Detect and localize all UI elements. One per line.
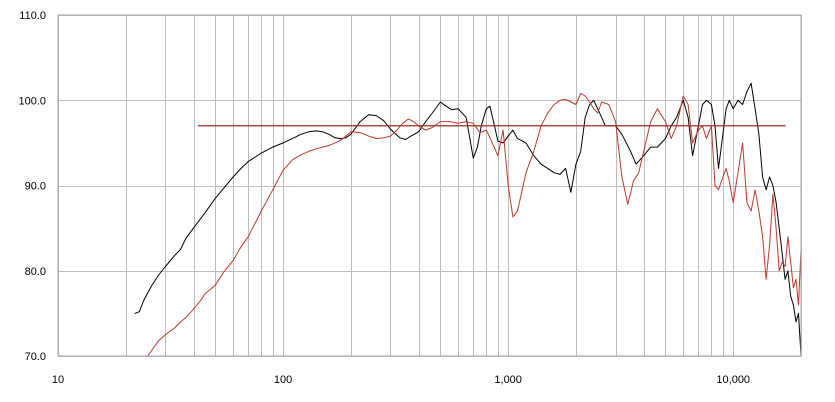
series-line-1 <box>147 92 802 357</box>
y-tick-label-1: 80.0 <box>25 266 46 278</box>
grid <box>58 15 802 357</box>
plot-area-frame <box>57 14 802 357</box>
y-tick-label-4: 110.0 <box>19 10 46 22</box>
y-tick-label-0: 70.0 <box>25 351 46 363</box>
x-tick-label-1: 100 <box>274 374 292 386</box>
y-tick-label-2: 90.0 <box>25 181 46 193</box>
axis-tick-labels: 70.0 80.0 90.0 100.0 110.0 10 100 1,000 10,000 <box>18 10 750 386</box>
series-layer <box>134 82 802 357</box>
series-line-0 <box>134 82 802 357</box>
x-tick-label-0: 10 <box>52 374 64 386</box>
y-tick-label-3: 100.0 <box>18 95 46 107</box>
x-tick-label-2: 1,000 <box>494 374 522 386</box>
x-tick-label-3: 10,000 <box>716 374 750 386</box>
